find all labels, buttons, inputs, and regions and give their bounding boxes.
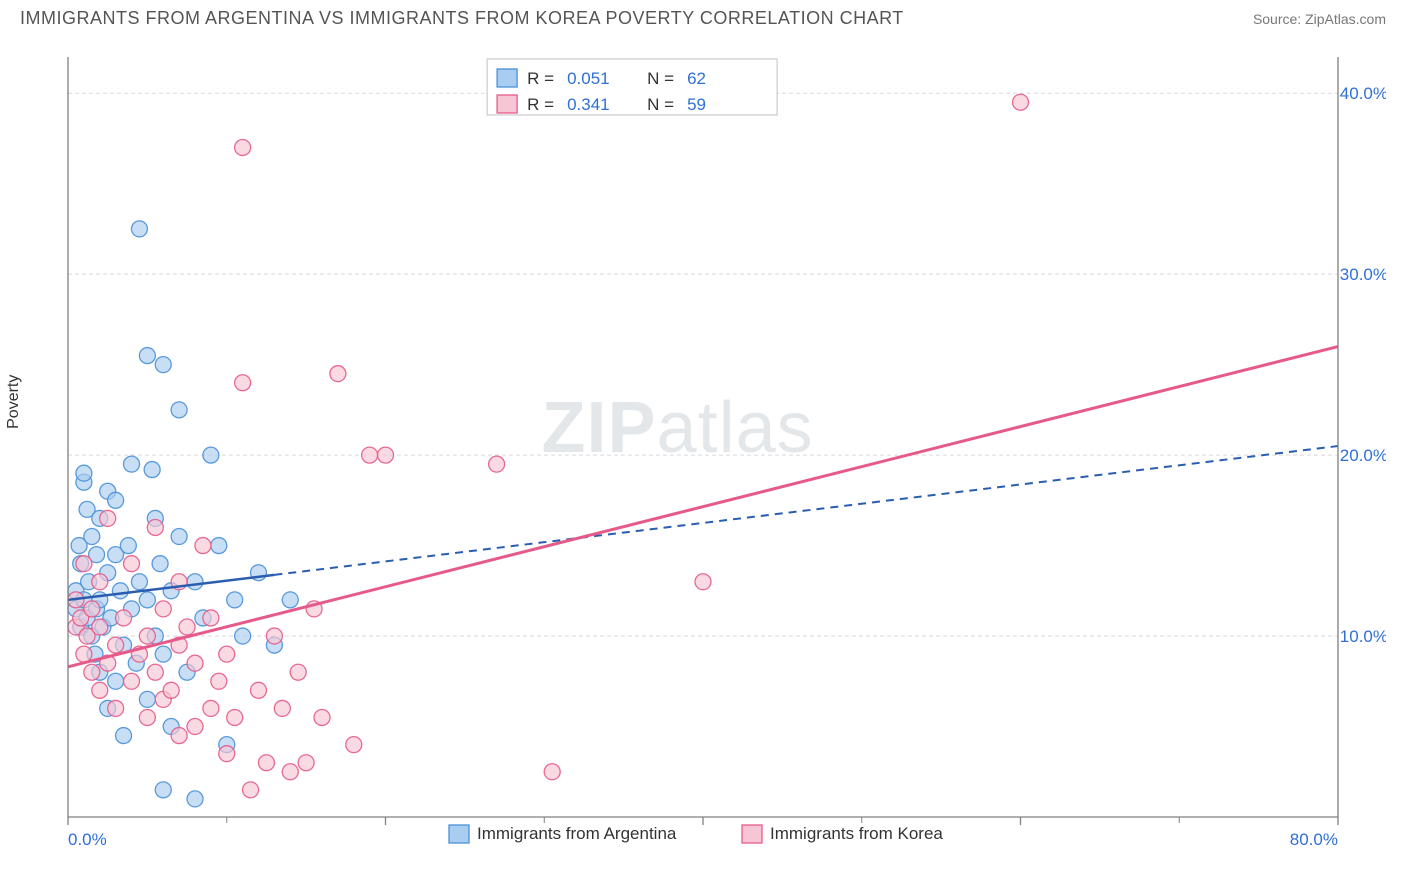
svg-text:N =: N =	[647, 69, 674, 88]
svg-text:0.0%: 0.0%	[68, 830, 107, 849]
svg-text:N =: N =	[647, 95, 674, 114]
svg-text:R =: R =	[527, 95, 554, 114]
scatter-chart: ZIPatlas 0.0% 80.0% 10.0% 20.0% 30.0% 40.0% R =…	[20, 37, 1386, 857]
source-attribution: Source: ZipAtlas.com	[1253, 11, 1386, 27]
svg-text:59: 59	[687, 95, 706, 114]
svg-text:80.0%: 80.0%	[1290, 830, 1338, 849]
svg-text:0.051: 0.051	[567, 69, 610, 88]
svg-text:20.0%: 20.0%	[1340, 446, 1386, 465]
svg-text:40.0%: 40.0%	[1340, 84, 1386, 103]
svg-text:0.341: 0.341	[567, 95, 610, 114]
svg-text:Immigrants from Argentina: Immigrants from Argentina	[477, 824, 677, 843]
svg-text:Immigrants from Korea: Immigrants from Korea	[770, 824, 943, 843]
chart-title: IMMIGRANTS FROM ARGENTINA VS IMMIGRANTS …	[20, 8, 904, 29]
source-name: ZipAtlas.com	[1305, 11, 1386, 27]
svg-text:10.0%: 10.0%	[1340, 627, 1386, 646]
svg-text:62: 62	[687, 69, 706, 88]
svg-text:30.0%: 30.0%	[1340, 265, 1386, 284]
chart-header: IMMIGRANTS FROM ARGENTINA VS IMMIGRANTS …	[0, 0, 1406, 37]
y-axis-label: Poverty	[5, 375, 23, 429]
svg-text:R =: R =	[527, 69, 554, 88]
chart-container: Poverty ZIPatlas0.0%80.0%10.0%20.0%30.0%…	[20, 37, 1386, 857]
svg-text:ZIPatlas: ZIPatlas	[542, 388, 814, 468]
source-label: Source:	[1253, 11, 1305, 27]
